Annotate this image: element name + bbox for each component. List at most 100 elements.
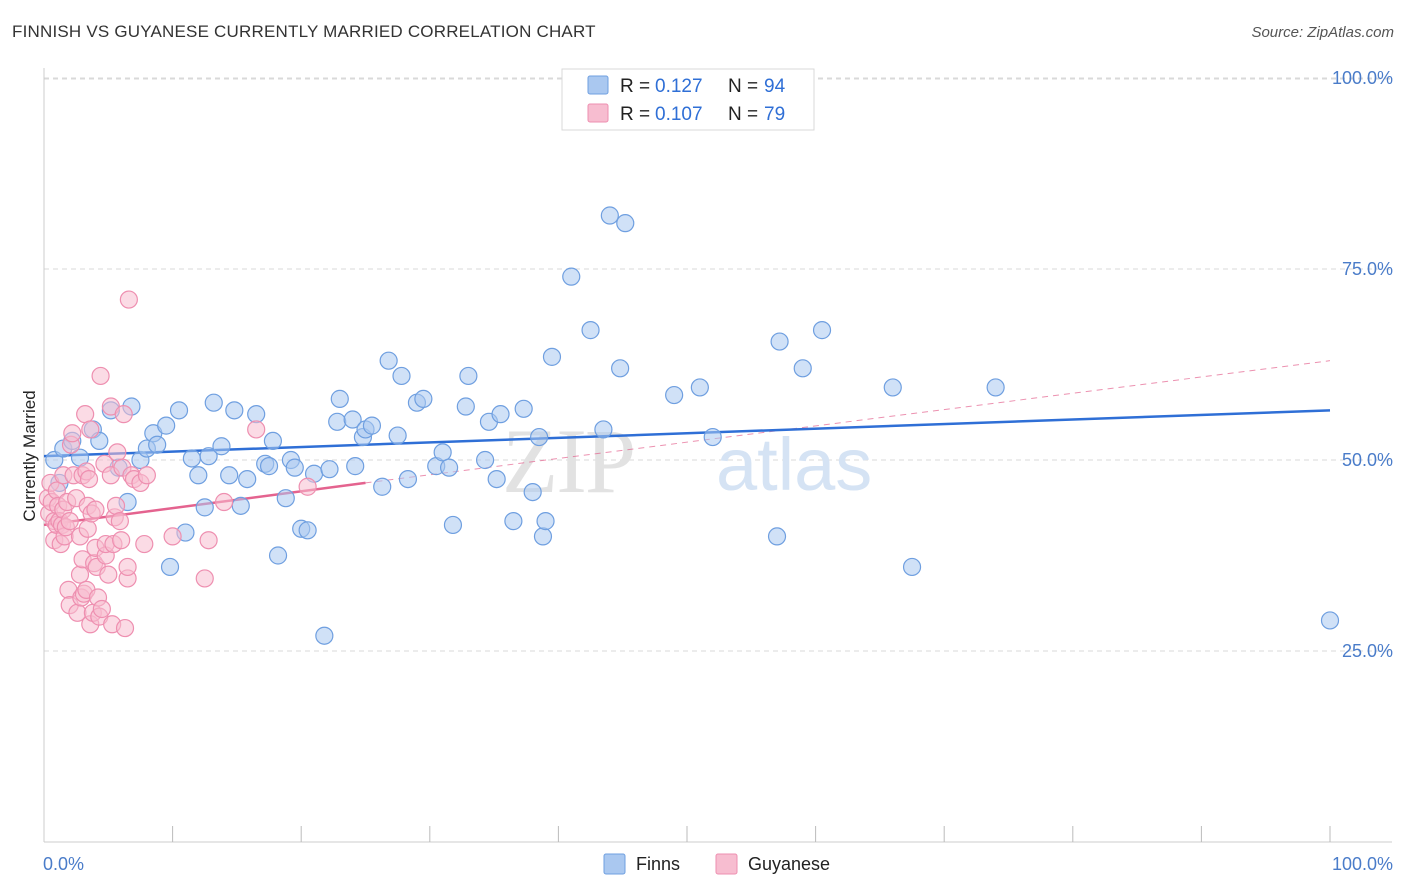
finns-point [616, 214, 635, 233]
finns-point [189, 466, 208, 485]
x-tick-label: 0.0% [43, 854, 84, 874]
finns-point [902, 557, 922, 577]
finns-point [346, 457, 365, 476]
finns-point [562, 267, 581, 286]
legend-n-value-guyanese: 79 [764, 104, 785, 125]
finns-point [388, 426, 407, 445]
finns-point [600, 206, 619, 225]
finns-point [459, 366, 478, 386]
finns-point [199, 447, 218, 466]
guyanese-point [60, 512, 79, 531]
watermark-zip: ZIP [502, 410, 634, 512]
legend-swatch-finns [587, 75, 609, 95]
finns-point [259, 457, 279, 476]
guyanese-point [199, 531, 218, 550]
legend-n-value-finns: 94 [764, 76, 786, 97]
finns-point [330, 389, 349, 408]
guyanese-point [86, 500, 105, 519]
finns-point [263, 431, 283, 450]
guyanese-point [99, 565, 118, 584]
guyanese-point [195, 569, 214, 588]
finns-point [157, 416, 176, 435]
finns-point [443, 515, 463, 535]
guyanese-point [106, 496, 126, 515]
finns-point [225, 401, 244, 420]
finns-point [247, 405, 266, 424]
legend-n-label-finns: N = [728, 76, 758, 97]
finns-point [523, 482, 542, 502]
finns-point [883, 378, 902, 397]
guyanese-point [110, 512, 129, 531]
finns-point [231, 496, 250, 515]
y-tick-label: 25.0% [1342, 641, 1393, 661]
legend-r-value-finns: 0.127 [655, 76, 703, 97]
finns-point [767, 527, 787, 546]
finns-point [285, 458, 304, 477]
finns-point [533, 527, 553, 546]
finns-point [328, 412, 347, 431]
finns-point [343, 410, 362, 429]
bottom-legend-swatch-finns [603, 853, 626, 875]
chart-title: FINNISH VS GUYANESE CURRENTLY MARRIED CO… [12, 22, 596, 41]
finns-point [433, 443, 452, 462]
finns-point [379, 351, 398, 370]
guyanese-point [247, 420, 266, 439]
guyanese-point [81, 420, 100, 439]
guyanese-point [298, 477, 317, 496]
finns-point [220, 466, 239, 485]
finns-point [238, 470, 257, 489]
finns-point [398, 470, 418, 489]
finns-point [491, 405, 510, 424]
guyanese-point [163, 527, 182, 546]
stats-legend: R = 0.127 N = 94 R = 0.107 N = 79 [561, 68, 815, 131]
guyanese-point [91, 366, 110, 386]
y-tick-label: 100.0% [1332, 68, 1393, 88]
guyanese-point [79, 470, 99, 489]
finns-point [594, 420, 613, 439]
finns-point [362, 416, 382, 435]
finns-point [986, 378, 1005, 397]
guyanese-point [118, 557, 137, 577]
guyanese-point [119, 290, 138, 309]
finns-point [487, 470, 506, 489]
finns-point [690, 378, 709, 397]
guyanese-trend-extension [365, 360, 1331, 484]
guyanese-point [137, 466, 156, 485]
finns-point [456, 397, 475, 416]
finns-point [392, 366, 411, 386]
guyanese-point [214, 492, 234, 512]
finns-point [276, 489, 295, 508]
guyanese-point [108, 443, 127, 462]
legend-n-label-guyanese: N = [728, 104, 758, 125]
finns-point [1320, 611, 1340, 630]
finns-point [536, 512, 555, 531]
watermark-atlas: atlas [716, 423, 872, 506]
guyanese-point [76, 405, 95, 424]
tick-labels: 25.0% 50.0% 75.0% 100.0% 0.0% 100.0% [43, 68, 1393, 874]
finns-point [169, 401, 189, 420]
finns-point [320, 460, 339, 479]
finns-point [581, 321, 600, 340]
guyanese-point [114, 405, 133, 424]
finns-point [611, 359, 630, 378]
finns-point [182, 449, 201, 468]
finns-point [373, 477, 392, 496]
y-tick-label: 75.0% [1342, 259, 1393, 279]
legend-r-label-finns: R = [620, 76, 650, 97]
finns-point [770, 332, 789, 351]
finns-point [475, 450, 495, 470]
guyanese-point [78, 519, 97, 538]
guyanese-point [112, 531, 131, 550]
finns-point [315, 626, 334, 645]
guyanese-point [115, 618, 135, 638]
finns-point [204, 393, 223, 412]
finns-point [530, 427, 549, 447]
finns-point [703, 427, 722, 447]
legend-swatch-guyanese [587, 103, 609, 123]
gridlines [44, 77, 1392, 652]
legend-r-value-guyanese: 0.107 [655, 104, 703, 125]
finns-point [793, 359, 812, 378]
y-tick-label: 50.0% [1342, 450, 1393, 470]
x-tick-label: 100.0% [1332, 854, 1393, 874]
